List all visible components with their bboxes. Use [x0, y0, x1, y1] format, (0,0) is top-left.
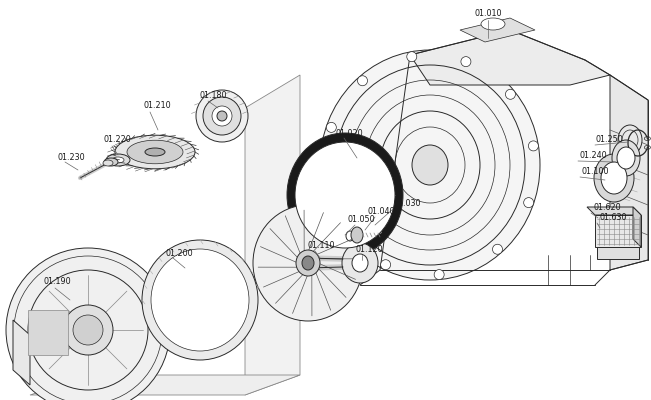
Ellipse shape: [434, 270, 444, 280]
Ellipse shape: [63, 305, 113, 355]
Text: 01.120: 01.120: [356, 246, 383, 254]
Ellipse shape: [115, 135, 195, 169]
Text: 01.200: 01.200: [165, 248, 193, 258]
Ellipse shape: [357, 76, 368, 86]
Ellipse shape: [326, 122, 337, 132]
Polygon shape: [28, 310, 68, 355]
Ellipse shape: [145, 148, 165, 156]
Ellipse shape: [73, 315, 103, 345]
Ellipse shape: [412, 145, 448, 185]
Ellipse shape: [529, 141, 538, 151]
Ellipse shape: [320, 170, 331, 180]
Ellipse shape: [203, 97, 241, 135]
Text: 01.010: 01.010: [474, 10, 502, 18]
Text: 01.220: 01.220: [104, 136, 132, 144]
Polygon shape: [587, 207, 641, 215]
Ellipse shape: [461, 57, 471, 67]
Text: 01.230: 01.230: [57, 152, 85, 162]
Text: 01.020: 01.020: [336, 128, 364, 138]
Ellipse shape: [212, 106, 232, 126]
Ellipse shape: [618, 125, 642, 155]
Polygon shape: [597, 247, 639, 259]
Text: 01.620: 01.620: [593, 204, 620, 212]
Ellipse shape: [342, 226, 358, 246]
Polygon shape: [410, 30, 610, 85]
Polygon shape: [30, 375, 300, 395]
Ellipse shape: [302, 256, 314, 270]
Ellipse shape: [505, 89, 516, 99]
Text: 01.250: 01.250: [596, 136, 624, 144]
Ellipse shape: [106, 154, 130, 166]
Ellipse shape: [351, 227, 363, 243]
Polygon shape: [633, 207, 641, 247]
Text: 01.030: 01.030: [393, 200, 421, 208]
Ellipse shape: [617, 147, 635, 169]
Ellipse shape: [127, 140, 183, 164]
Ellipse shape: [103, 160, 113, 166]
Ellipse shape: [320, 50, 540, 280]
Ellipse shape: [346, 231, 354, 241]
Text: 01.110: 01.110: [308, 242, 335, 250]
Ellipse shape: [196, 90, 248, 142]
Ellipse shape: [407, 52, 417, 62]
Ellipse shape: [104, 158, 118, 166]
Ellipse shape: [493, 244, 503, 254]
Ellipse shape: [253, 205, 363, 321]
Ellipse shape: [295, 142, 395, 248]
Text: 01.190: 01.190: [44, 278, 72, 286]
Text: 01.100: 01.100: [582, 168, 609, 176]
Ellipse shape: [217, 111, 227, 121]
Polygon shape: [595, 215, 641, 247]
Ellipse shape: [601, 162, 627, 194]
Ellipse shape: [142, 240, 258, 360]
Ellipse shape: [352, 254, 368, 272]
Ellipse shape: [6, 248, 170, 400]
Text: 01.240: 01.240: [580, 150, 607, 160]
Polygon shape: [610, 75, 648, 270]
Polygon shape: [13, 320, 30, 385]
Text: 01.040: 01.040: [368, 208, 396, 216]
Ellipse shape: [381, 260, 391, 270]
Text: 01.210: 01.210: [143, 102, 171, 110]
Ellipse shape: [296, 250, 320, 276]
Ellipse shape: [287, 133, 403, 257]
Ellipse shape: [594, 154, 634, 202]
Ellipse shape: [112, 157, 124, 163]
Polygon shape: [245, 75, 300, 395]
Ellipse shape: [481, 18, 505, 30]
Polygon shape: [460, 18, 535, 42]
Ellipse shape: [339, 223, 349, 233]
Text: 01.050: 01.050: [348, 216, 376, 224]
Ellipse shape: [523, 198, 534, 208]
Ellipse shape: [151, 249, 249, 351]
Ellipse shape: [342, 243, 378, 283]
Text: 01.180: 01.180: [200, 92, 227, 100]
Ellipse shape: [612, 140, 640, 176]
Text: 01.630: 01.630: [599, 214, 626, 222]
